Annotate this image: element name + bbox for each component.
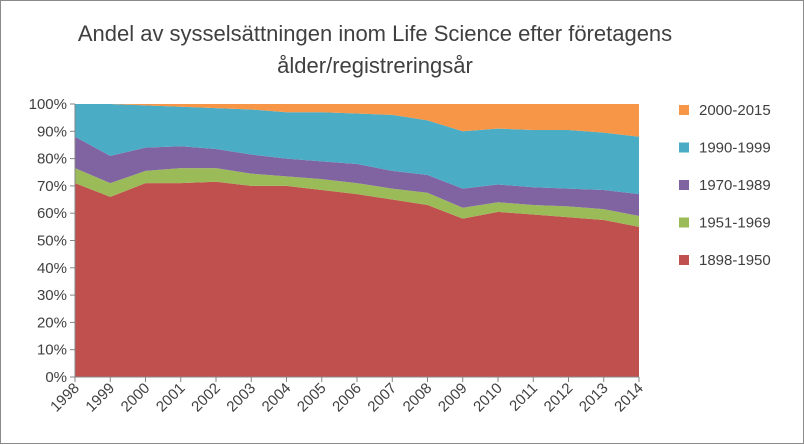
y-tick-label: 60% (37, 205, 67, 222)
legend-label-1898-1950: 1898-1950 (699, 252, 771, 269)
x-tick-labels: 1998 1999 2000 2001 2002 2003 2004 2005 2006 2007… (47, 380, 647, 416)
x-tick-label: 2012 (541, 380, 577, 416)
area-series-1970-1989 (75, 136, 639, 216)
x-tick-label: 2008 (400, 380, 436, 416)
legend-swatch-1898-1950 (679, 255, 689, 265)
x-tick-label: 2003 (223, 380, 259, 416)
x-tick-label: 2009 (435, 380, 471, 416)
area-series-1990-1999 (75, 104, 639, 195)
y-tick-label: 70% (37, 178, 67, 195)
x-tick-label: 2007 (364, 380, 400, 416)
legend-swatch-2000-2015 (679, 105, 689, 115)
chart-title-line-2: ålder/registreringsår (277, 53, 473, 78)
area-series-1898-1950 (75, 181, 639, 377)
y-tick-label: 40% (37, 260, 67, 277)
x-tick-label: 2000 (118, 380, 154, 416)
y-tick-labels: 0% 10% 20% 30% 40% 50% 60% 70% 80% 90% 100% (29, 96, 67, 386)
y-tick-label: 0% (45, 369, 67, 386)
y-tick-label: 10% (37, 342, 67, 359)
y-tick-label: 30% (37, 287, 67, 304)
legend-label-2000-2015: 2000-2015 (699, 102, 771, 119)
legend-swatch-1970-1989 (679, 180, 689, 190)
legend-swatch-1951-1969 (679, 217, 689, 228)
x-tick-label: 2011 (506, 380, 541, 415)
x-tick-label: 2014 (611, 380, 647, 416)
x-tick-label: 2010 (470, 380, 506, 416)
x-tick-label: 2006 (329, 380, 365, 416)
legend-swatch-1990-1999 (679, 142, 689, 153)
y-tick-label: 100% (29, 96, 67, 113)
legend: 2000-2015 1990-1999 1970-1989 1951-1969 1898… (679, 102, 771, 269)
x-tick-label: 1999 (82, 380, 118, 416)
area-layers (75, 104, 639, 377)
x-tick-label: 2005 (294, 380, 330, 416)
legend-label-1970-1989: 1970-1989 (699, 177, 771, 194)
area-series-2000-2015 (75, 104, 639, 137)
axes (70, 103, 640, 382)
x-tick-label: 2013 (576, 380, 612, 416)
y-tick-label: 90% (37, 123, 67, 140)
legend-label-1990-1999: 1990-1999 (699, 140, 771, 157)
y-tick-label: 20% (37, 314, 67, 331)
y-tick-label: 80% (37, 151, 67, 168)
x-tick-label: 2004 (259, 380, 295, 416)
chart-title-line-1: Andel av sysselsättningen inom Life Scie… (78, 21, 672, 46)
x-tick-label: 2002 (188, 380, 224, 416)
y-tick-label: 50% (37, 233, 67, 250)
x-tick-label: 2001 (153, 380, 189, 416)
legend-label-1951-1969: 1951-1969 (699, 215, 771, 232)
